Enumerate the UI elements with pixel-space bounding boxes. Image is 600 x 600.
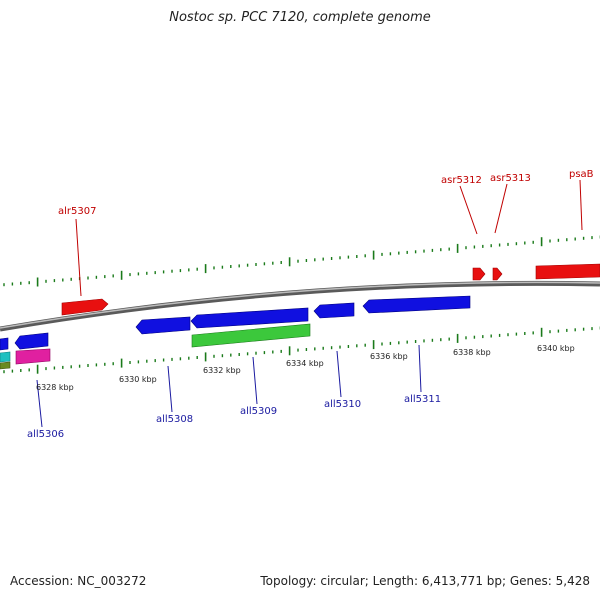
gene-alr5307[interactable] bbox=[61, 298, 109, 316]
gene-all5308[interactable] bbox=[135, 316, 191, 335]
label-all5306[interactable]: all5306 bbox=[27, 429, 64, 440]
tick-label-6330: 6330 kbp bbox=[119, 375, 157, 384]
genome-summary-text: Topology: circular; Length: 6,413,771 bp… bbox=[260, 574, 590, 588]
genome-backbone-highlight bbox=[0, 281, 600, 329]
gene-asr5312[interactable] bbox=[472, 267, 486, 281]
leader-all5309 bbox=[252, 356, 258, 405]
genome-backbone bbox=[0, 280, 600, 332]
tick-label-6332: 6332 kbp bbox=[203, 366, 241, 375]
tick-label-6328: 6328 kbp bbox=[36, 383, 74, 392]
tick-label-6340: 6340 kbp bbox=[537, 344, 575, 353]
leader-all5310 bbox=[336, 350, 342, 398]
label-all5309[interactable]: all5309 bbox=[240, 406, 277, 417]
tick-label-6336: 6336 kbp bbox=[370, 352, 408, 361]
gene-pink[interactable] bbox=[15, 348, 51, 365]
leader-all5306 bbox=[36, 379, 43, 428]
leader-alr5307 bbox=[75, 218, 82, 297]
gene-all5311[interactable] bbox=[362, 295, 471, 314]
leader-asr5312 bbox=[459, 185, 478, 235]
label-asr5313[interactable]: asr5313 bbox=[490, 173, 531, 184]
tick-label-6334: 6334 kbp bbox=[286, 359, 324, 368]
gene-psaB[interactable] bbox=[535, 263, 600, 280]
leader-all5311 bbox=[418, 344, 422, 393]
label-asr5312[interactable]: asr5312 bbox=[441, 175, 482, 186]
tick-label-6338: 6338 kbp bbox=[453, 348, 491, 357]
label-all5311[interactable]: all5311 bbox=[404, 394, 441, 405]
leader-all5308 bbox=[167, 365, 173, 413]
forward-strand-ticks bbox=[3, 235, 600, 287]
gene-left-edge[interactable] bbox=[0, 337, 9, 351]
gene-all5306[interactable] bbox=[14, 332, 49, 350]
gene-all5310[interactable] bbox=[313, 302, 355, 319]
label-all5310[interactable]: all5310 bbox=[324, 399, 361, 410]
label-all5308[interactable]: all5308 bbox=[156, 414, 193, 425]
leader-asr5313 bbox=[494, 183, 508, 234]
gene-olive[interactable] bbox=[0, 361, 11, 370]
gene-cyan[interactable] bbox=[0, 351, 11, 363]
gene-all5309[interactable] bbox=[190, 307, 309, 329]
accession-text: Accession: NC_003272 bbox=[10, 574, 147, 588]
gene-rna-green[interactable] bbox=[191, 323, 311, 348]
leader-psaB bbox=[579, 179, 583, 231]
label-psaB[interactable]: psaB bbox=[569, 169, 594, 180]
gene-asr5313[interactable] bbox=[492, 267, 503, 281]
map-title: Nostoc sp. PCC 7120, complete genome bbox=[169, 10, 431, 25]
label-alr5307[interactable]: alr5307 bbox=[58, 206, 96, 217]
reverse-strand-ticks bbox=[3, 326, 600, 374]
